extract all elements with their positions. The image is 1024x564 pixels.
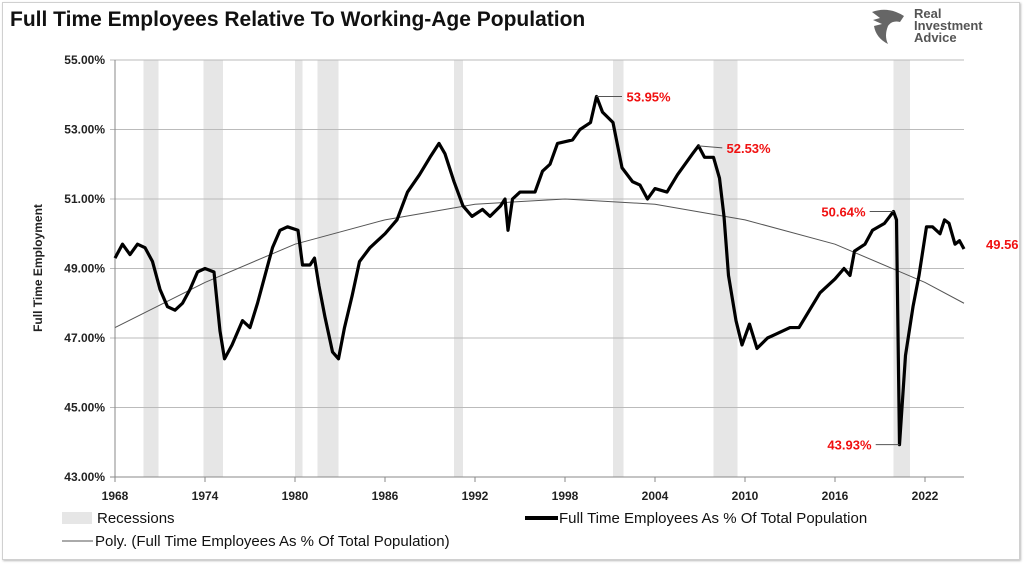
- logo-line: Real: [914, 6, 942, 21]
- annotation-label: 43.93%: [827, 438, 872, 453]
- annotations: 53.95% 52.53% 50.64% 43.93% 49.56: [596, 89, 1019, 453]
- x-tick-label: 1980: [282, 489, 309, 503]
- chart-title: Full Time Employees Relative To Working-…: [10, 8, 586, 31]
- x-tick-labels: 1968 1974 1980 1986 1992 1998 2004 2010 2016 2022: [102, 489, 939, 503]
- x-tick-label: 2010: [732, 489, 759, 503]
- y-tick-labels: 55.00% 53.00% 51.00% 49.00% 47.00% 45.00% 43.0…: [64, 53, 105, 484]
- y-axis-label: Full Time Employment: [31, 204, 45, 332]
- legend: Recessions Full Time Employees As % Of T…: [62, 510, 867, 550]
- x-tick-label: 1992: [462, 489, 489, 503]
- x-tick-label: 2022: [912, 489, 939, 503]
- x-tick-label: 2004: [642, 489, 669, 503]
- eagle-logo-icon: [872, 9, 904, 44]
- annotation-label: 53.95%: [627, 89, 672, 104]
- logo: Real Investment Advice: [870, 6, 983, 46]
- annotation-leader: [698, 145, 723, 149]
- y-tick-label: 53.00%: [64, 123, 105, 137]
- x-tick-label: 2016: [822, 489, 849, 503]
- annotation-label: 50.64%: [821, 205, 866, 220]
- gridlines: [110, 59, 964, 482]
- annotation-label: 49.56: [986, 237, 1019, 252]
- logo-line: Investment: [914, 18, 983, 33]
- y-tick-label: 43.00%: [64, 470, 105, 484]
- y-tick-label: 49.00%: [64, 262, 105, 276]
- logo-text: Real Investment Advice: [914, 6, 983, 45]
- x-tick-label: 1986: [372, 489, 399, 503]
- legend-recessions-label: Recessions: [97, 510, 175, 527]
- legend-trend-label: Poly. (Full Time Employees As % Of Total…: [95, 533, 450, 550]
- x-tick-label: 1974: [192, 489, 219, 503]
- y-tick-label: 45.00%: [64, 401, 105, 415]
- y-tick-label: 47.00%: [64, 331, 105, 345]
- annotation-label: 52.53%: [727, 141, 772, 156]
- y-tick-label: 55.00%: [64, 53, 105, 67]
- legend-series-label: Full Time Employees As % Of Total Popula…: [559, 510, 867, 527]
- series-lines: [113, 94, 966, 447]
- x-tick-label: 1968: [102, 489, 129, 503]
- legend-recessions-swatch: [62, 512, 92, 524]
- logo-line: Advice: [914, 30, 957, 45]
- y-tick-label: 51.00%: [64, 192, 105, 206]
- trend-line: [114, 198, 965, 329]
- x-tick-label: 1998: [552, 489, 579, 503]
- series-line: [113, 94, 966, 447]
